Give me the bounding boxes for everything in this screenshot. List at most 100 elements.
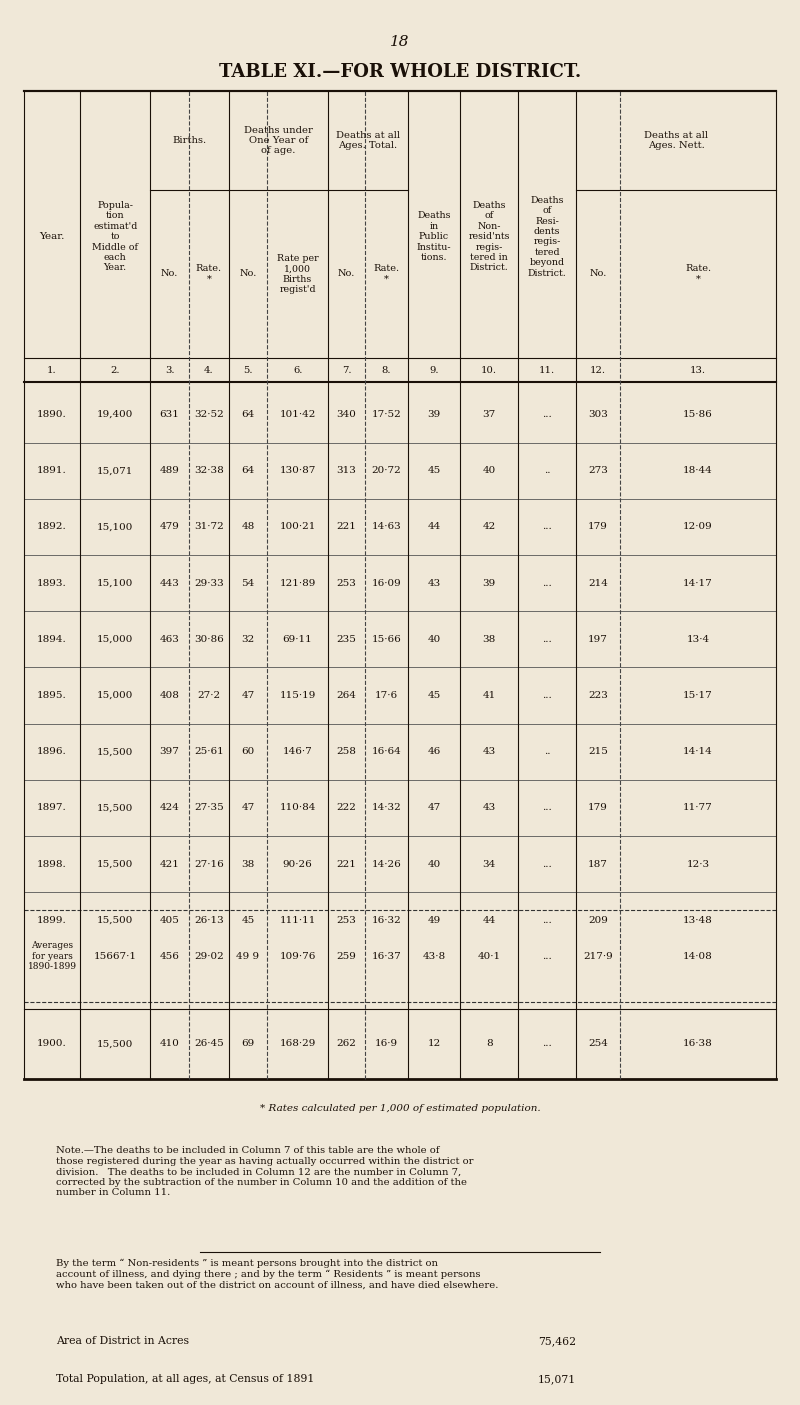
Text: TABLE XI.—FOR WHOLE DISTRICT.: TABLE XI.—FOR WHOLE DISTRICT.	[219, 63, 581, 81]
Text: 10.: 10.	[481, 365, 497, 375]
Text: 130·87: 130·87	[279, 466, 316, 475]
Text: 11·77: 11·77	[683, 804, 713, 812]
Text: Popula-
tion
estimat'd
to
Middle of
each
Year.: Popula- tion estimat'd to Middle of each…	[92, 201, 138, 273]
Text: ..: ..	[544, 747, 550, 756]
Text: 410: 410	[160, 1040, 179, 1048]
Text: 1892.: 1892.	[37, 523, 67, 531]
Text: 14·14: 14·14	[683, 747, 713, 756]
Text: ...: ...	[542, 523, 552, 531]
Text: 47: 47	[242, 804, 254, 812]
Text: 2.: 2.	[110, 365, 120, 375]
Text: 8.: 8.	[382, 365, 391, 375]
Text: 39: 39	[427, 410, 441, 419]
Text: Rate per
1,000
Births
regist'd: Rate per 1,000 Births regist'd	[277, 254, 318, 294]
Text: 17·52: 17·52	[371, 410, 402, 419]
Text: 1891.: 1891.	[37, 466, 67, 475]
Text: 69: 69	[242, 1040, 254, 1048]
Text: 42: 42	[482, 523, 496, 531]
Text: 15·17: 15·17	[683, 691, 713, 700]
Text: 45: 45	[427, 466, 441, 475]
Text: 235: 235	[337, 635, 356, 643]
Text: 26·45: 26·45	[194, 1040, 224, 1048]
Text: 69·11: 69·11	[282, 635, 313, 643]
Text: Deaths
of
Non-
resid'nts
regis-
tered in
District.: Deaths of Non- resid'nts regis- tered in…	[469, 201, 510, 273]
Text: 15,500: 15,500	[97, 860, 134, 868]
Text: 1898.: 1898.	[37, 860, 67, 868]
Text: 14·26: 14·26	[371, 860, 402, 868]
Text: 1900.: 1900.	[37, 1040, 67, 1048]
Text: Deaths
of
Resi-
dents
regis-
tered
beyond
District.: Deaths of Resi- dents regis- tered beyon…	[528, 195, 566, 278]
Text: 221: 221	[337, 523, 356, 531]
Text: ...: ...	[542, 691, 552, 700]
Text: By the term “ Non-residents ” is meant persons brought into the district on
acco: By the term “ Non-residents ” is meant p…	[56, 1259, 498, 1290]
Text: 1896.: 1896.	[37, 747, 67, 756]
Text: 38: 38	[242, 860, 254, 868]
Text: 179: 179	[588, 523, 608, 531]
Text: 1890.: 1890.	[37, 410, 67, 419]
Text: 43: 43	[427, 579, 441, 587]
Text: 26·13: 26·13	[194, 916, 224, 924]
Text: 222: 222	[337, 804, 356, 812]
Text: 8: 8	[486, 1040, 493, 1048]
Text: 1.: 1.	[47, 365, 57, 375]
Text: Births.: Births.	[173, 136, 206, 145]
Text: 25·61: 25·61	[194, 747, 224, 756]
Text: No.: No.	[161, 270, 178, 278]
Text: 223: 223	[588, 691, 608, 700]
Text: 64: 64	[242, 410, 254, 419]
Text: ...: ...	[542, 860, 552, 868]
Text: 29·02: 29·02	[194, 951, 224, 961]
Text: 75,462: 75,462	[538, 1336, 576, 1346]
Text: 253: 253	[337, 916, 356, 924]
Text: 110·84: 110·84	[279, 804, 316, 812]
Text: * Rates calculated per 1,000 of estimated population.: * Rates calculated per 1,000 of estimate…	[260, 1104, 540, 1113]
Text: 109·76: 109·76	[279, 951, 316, 961]
Text: 264: 264	[337, 691, 356, 700]
Text: 489: 489	[160, 466, 179, 475]
Text: 15667·1: 15667·1	[94, 951, 137, 961]
Text: 254: 254	[588, 1040, 608, 1048]
Text: 259: 259	[337, 951, 356, 961]
Text: 424: 424	[160, 804, 179, 812]
Text: 209: 209	[588, 916, 608, 924]
Text: ...: ...	[542, 579, 552, 587]
Text: 16·37: 16·37	[371, 951, 402, 961]
Text: No.: No.	[338, 270, 355, 278]
Text: Rate.
*: Rate. *	[374, 264, 399, 284]
Text: ..: ..	[544, 466, 550, 475]
Text: 7.: 7.	[342, 365, 351, 375]
Text: 47: 47	[242, 691, 254, 700]
Text: 16·64: 16·64	[371, 747, 402, 756]
Text: Rate.
*: Rate. *	[196, 264, 222, 284]
Text: 40: 40	[427, 860, 441, 868]
Text: 4.: 4.	[204, 365, 214, 375]
Text: 29·33: 29·33	[194, 579, 224, 587]
Text: 41: 41	[482, 691, 496, 700]
Text: 101·42: 101·42	[279, 410, 316, 419]
Text: 32·52: 32·52	[194, 410, 224, 419]
Text: 90·26: 90·26	[282, 860, 313, 868]
Text: 14·32: 14·32	[371, 804, 402, 812]
Text: Total Population, at all ages, at Census of 1891: Total Population, at all ages, at Census…	[56, 1374, 314, 1384]
Text: 12·09: 12·09	[683, 523, 713, 531]
Text: 48: 48	[242, 523, 254, 531]
Text: 11.: 11.	[539, 365, 555, 375]
Text: 15,500: 15,500	[97, 804, 134, 812]
Text: 13.: 13.	[690, 365, 706, 375]
Text: Deaths
in
Public
Institu-
tions.: Deaths in Public Institu- tions.	[417, 211, 451, 263]
Text: Deaths at all
Ages. Total.: Deaths at all Ages. Total.	[336, 131, 400, 150]
Text: 3.: 3.	[165, 365, 174, 375]
Text: 13·48: 13·48	[683, 916, 713, 924]
Text: 15,100: 15,100	[97, 579, 134, 587]
Text: 313: 313	[337, 466, 356, 475]
Text: 121·89: 121·89	[279, 579, 316, 587]
Text: 60: 60	[242, 747, 254, 756]
Text: 40: 40	[427, 635, 441, 643]
Text: 16·09: 16·09	[371, 579, 402, 587]
Text: ...: ...	[542, 410, 552, 419]
Text: ...: ...	[542, 635, 552, 643]
Text: 1899.: 1899.	[37, 916, 67, 924]
Text: Averages
for years
1890-1899: Averages for years 1890-1899	[27, 941, 77, 971]
Text: 40·1: 40·1	[478, 951, 501, 961]
Text: 13·4: 13·4	[686, 635, 710, 643]
